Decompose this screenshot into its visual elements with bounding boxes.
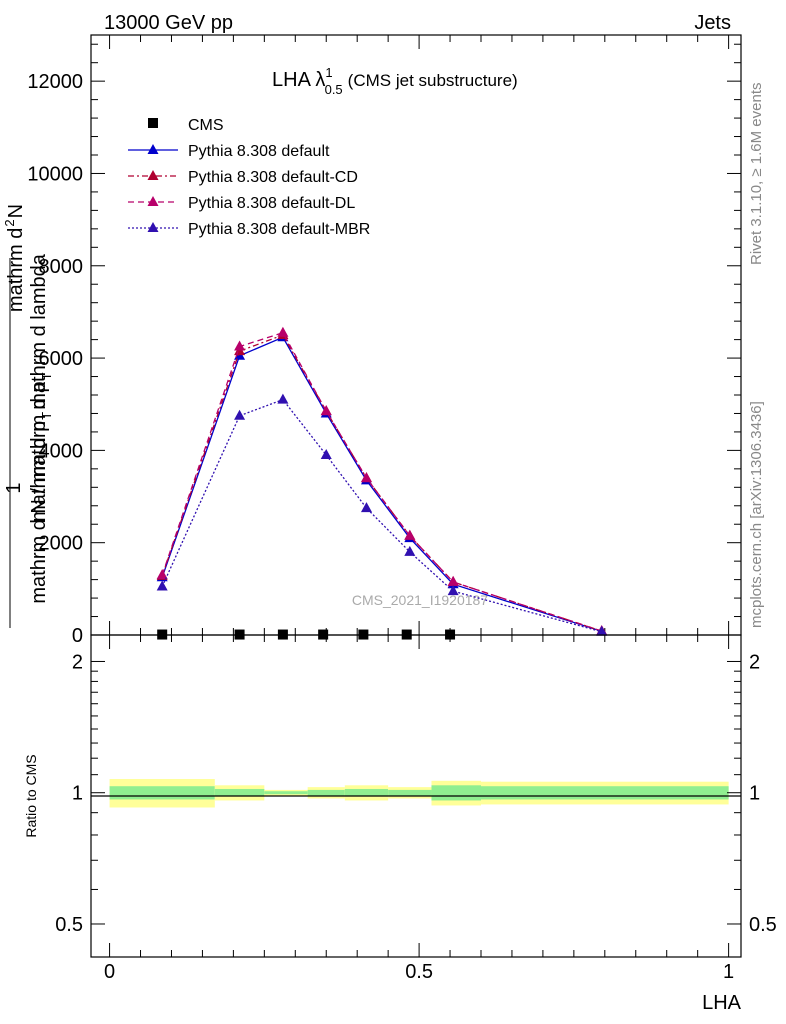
ratio-y-tick-label-right: 1 bbox=[749, 783, 760, 805]
y-label-denominator-dp: mathrm d p bbox=[28, 421, 50, 522]
series-marker bbox=[277, 393, 289, 404]
ratio-y-label: Ratio to CMS bbox=[23, 754, 39, 837]
main-series-group bbox=[156, 326, 608, 640]
chart-title: LHA λ1 0.5 (CMS jet substructure) bbox=[272, 65, 518, 97]
mcplots-label: mcplots.cern.ch [arXiv:1306.3436] bbox=[748, 401, 765, 628]
main-y-tick-label: 6000 bbox=[39, 348, 84, 370]
y-label-secondary-text: mathrm d N / mathrm d p bbox=[28, 381, 50, 603]
main-panel: 0 2000 4000 6000 8000 10000 12000 CMS_2021_I19… bbox=[27, 34, 742, 647]
ratio-stat-band bbox=[307, 789, 345, 796]
main-y-tick-labels: 0 2000 4000 6000 8000 10000 12000 bbox=[27, 71, 83, 647]
legend: CMS Pythia 8.308 default Pythia 8.308 defa… bbox=[128, 117, 370, 238]
y-label-numerator-n: N bbox=[5, 204, 27, 218]
series-marker bbox=[404, 545, 416, 556]
main-y-tick-label: 10000 bbox=[27, 163, 83, 185]
y-label-denominator-lambda: mathrm d lambda bbox=[28, 253, 50, 409]
series-marker bbox=[404, 529, 416, 540]
ratio-stat-band bbox=[388, 789, 432, 796]
y-label-denominator-sub: T bbox=[39, 412, 54, 420]
legend-entry-pythia-8-308-default-mbr: Pythia 8.308 default-MBR bbox=[128, 221, 370, 238]
ratio-bands bbox=[109, 779, 729, 808]
ratio-ticks bbox=[91, 635, 741, 957]
rivet-label: Rivet 3.1.10, ≥ 1.6M events bbox=[748, 83, 765, 266]
legend-entry-pythia-8-308-default-dl: Pythia 8.308 default-DL bbox=[128, 195, 355, 212]
series-line bbox=[161, 398, 602, 633]
series-pythia-8-308-default-cd bbox=[156, 329, 608, 636]
main-y-ticks bbox=[91, 35, 741, 636]
legend-marker bbox=[147, 222, 159, 232]
series-marker bbox=[320, 449, 332, 459]
series-marker bbox=[360, 502, 372, 513]
ratio-panel: 0.5 0.5 1 1 2 2 0 0.5 1 Ratio to CMS LHA bbox=[23, 634, 777, 1014]
ratio-frame bbox=[90, 634, 742, 958]
legend-marker bbox=[147, 196, 159, 206]
energy-label: 13000 GeV pp bbox=[104, 12, 233, 34]
series-marker bbox=[277, 326, 289, 337]
main-y-tick-label: 8000 bbox=[39, 256, 84, 278]
main-y-tick-label: 4000 bbox=[39, 440, 84, 462]
series-marker bbox=[156, 580, 168, 591]
legend-label: CMS bbox=[188, 117, 224, 134]
chart-title-suffix: (CMS jet substructure) bbox=[348, 71, 518, 90]
series-pythia-8-308-default-mbr bbox=[156, 393, 608, 636]
x-tick-label: 0.5 bbox=[405, 961, 433, 983]
legend-entry-cms: CMS bbox=[148, 117, 224, 134]
series-marker bbox=[234, 340, 246, 351]
x-tick-label: 1 bbox=[723, 961, 734, 983]
main-y-label: 1 mathrm d2N mathrm d pTmathrm d lambda … bbox=[2, 204, 54, 628]
y-label-numerator-sup: 2 bbox=[2, 219, 17, 226]
series-marker bbox=[156, 569, 168, 579]
ratio-stat-band bbox=[481, 786, 729, 800]
ratio-y-tick-label: 0.5 bbox=[55, 914, 83, 936]
legend-marker bbox=[147, 170, 159, 180]
y-label-secondary-sub: T bbox=[39, 372, 54, 380]
legend-label: Pythia 8.308 default-CD bbox=[188, 169, 358, 186]
y-label-secondary: mathrm d N / mathrm d pT bbox=[28, 372, 54, 603]
y-label-denominator: mathrm d pTmathrm d lambda bbox=[28, 253, 54, 522]
legend-marker bbox=[147, 144, 159, 154]
series-marker bbox=[234, 409, 246, 420]
ratio-y-tick-label-right: 0.5 bbox=[749, 914, 777, 936]
main-y-tick-label: 0 bbox=[72, 625, 83, 647]
legend-label: Pythia 8.308 default-MBR bbox=[188, 221, 370, 238]
ratio-y-tick-label: 1 bbox=[72, 783, 83, 805]
series-line bbox=[161, 334, 602, 632]
series-pythia-8-308-default-dl bbox=[156, 326, 608, 636]
ratio-stat-band bbox=[109, 786, 215, 800]
x-tick-label: 0 bbox=[104, 961, 115, 983]
series-pythia-8-308-default bbox=[156, 331, 608, 636]
y-label-top: 1 bbox=[3, 482, 25, 493]
legend-marker bbox=[148, 118, 158, 128]
y-label-numerator-d: mathrm d bbox=[5, 228, 27, 312]
series-line bbox=[161, 336, 602, 632]
main-y-tick-label: 2000 bbox=[39, 533, 84, 555]
watermark: CMS_2021_I1920187 bbox=[352, 592, 488, 608]
ratio-tick-labels: 0.5 0.5 1 1 2 2 0 0.5 1 bbox=[55, 651, 777, 983]
series-marker bbox=[596, 625, 608, 636]
chart-title-main: LHA λ bbox=[272, 69, 325, 91]
legend-entry-pythia-8-308-default-cd: Pythia 8.308 default-CD bbox=[128, 169, 358, 186]
main-y-tick-label: 12000 bbox=[27, 71, 83, 93]
ratio-y-tick-label: 2 bbox=[72, 651, 83, 673]
ratio-stat-band bbox=[264, 791, 308, 795]
series-line bbox=[161, 331, 602, 632]
chart-title-sup: 1 bbox=[325, 65, 332, 80]
ratio-y-tick-label-right: 2 bbox=[749, 651, 760, 673]
x-axis-label: LHA bbox=[702, 992, 742, 1014]
chart-title-sub: 0.5 bbox=[325, 82, 343, 97]
legend-label: Pythia 8.308 default-DL bbox=[188, 195, 355, 212]
legend-label: Pythia 8.308 default bbox=[188, 143, 330, 160]
legend-entry-pythia-8-308-default: Pythia 8.308 default bbox=[128, 143, 330, 160]
series-marker bbox=[320, 405, 332, 416]
series-marker bbox=[360, 472, 372, 483]
ratio-stat-band bbox=[214, 788, 265, 797]
y-label-numerator: mathrm d 2N bbox=[2, 204, 27, 312]
process-label: Jets bbox=[694, 12, 731, 34]
ratio-stat-band bbox=[431, 785, 481, 801]
ratio-stat-band bbox=[344, 788, 389, 797]
series-marker bbox=[447, 585, 459, 596]
series-marker bbox=[447, 575, 459, 586]
